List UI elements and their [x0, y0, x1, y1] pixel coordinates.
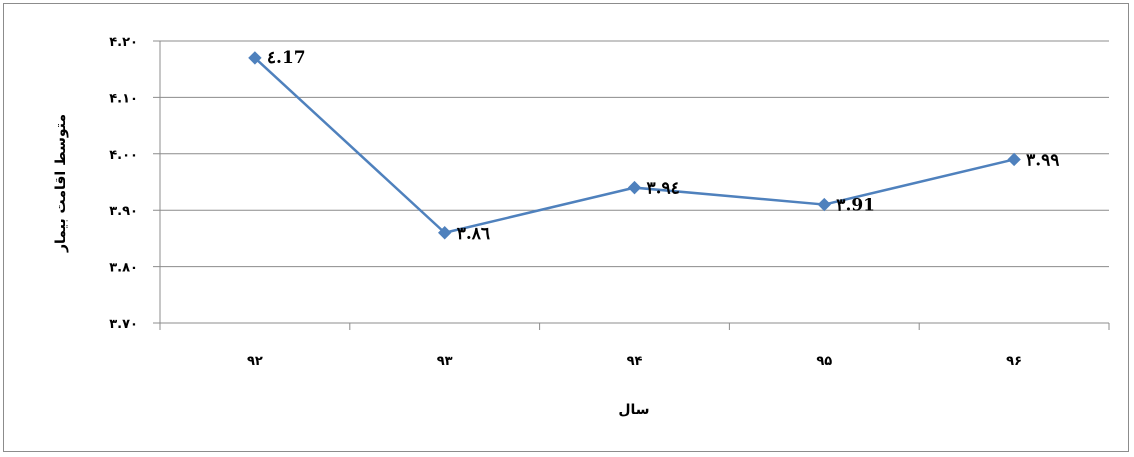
y-tick-labels: ۴.۲۰ ۴.۱۰ ۴.۰۰ ۳.۹۰ ۳.۸۰ ۳.۷۰: [109, 35, 138, 332]
x-tick-label: ۹۶: [1006, 354, 1022, 369]
data-label: ٣.٩٩: [1026, 150, 1059, 170]
x-tick-label: ۹۳: [437, 354, 453, 369]
gridlines: [153, 40, 1109, 324]
data-label: ٣.٨٦: [457, 224, 490, 244]
y-tick-label: ۳.۸۰: [109, 261, 138, 276]
y-tick-label: ۳.۹۰: [109, 204, 138, 219]
data-point-marker: [1007, 152, 1021, 167]
series-line: [254, 57, 1015, 235]
y-tick-label: ۴.۱۰: [109, 91, 138, 106]
series-line-path: [254, 57, 1015, 235]
x-tick-label: ۹۵: [816, 354, 832, 369]
x-tick-labels: ۹۲ ۹۳ ۹۴ ۹۵ ۹۶: [247, 354, 1022, 369]
data-label: ٣.٩٤: [647, 179, 680, 199]
chart-frame: [3, 3, 1129, 452]
data-labels: ٤.17 ٣.٨٦ ٣.٩٤ ٣.91 ٣.٩٩: [267, 48, 1060, 244]
data-point-marker: [817, 197, 832, 212]
x-tick-label: ۹۴: [627, 354, 643, 369]
y-tick-label: ۴.۲۰: [109, 35, 138, 50]
x-tick-label: ۹۲: [247, 354, 263, 369]
data-point-marker: [248, 51, 262, 65]
data-point-marker: [627, 180, 642, 195]
y-tick-label: ۴.۰۰: [109, 148, 138, 163]
y-axis-title: متوسط اقامت بیمار: [53, 114, 69, 253]
y-tick-label: ۳.۷۰: [109, 317, 138, 332]
series-markers: [248, 51, 1021, 240]
data-label: ٣.91: [836, 196, 875, 216]
axes: [159, 41, 1110, 330]
x-axis-title: سال: [618, 402, 649, 418]
data-point-marker: [437, 226, 452, 240]
data-label: ٤.17: [267, 48, 306, 68]
